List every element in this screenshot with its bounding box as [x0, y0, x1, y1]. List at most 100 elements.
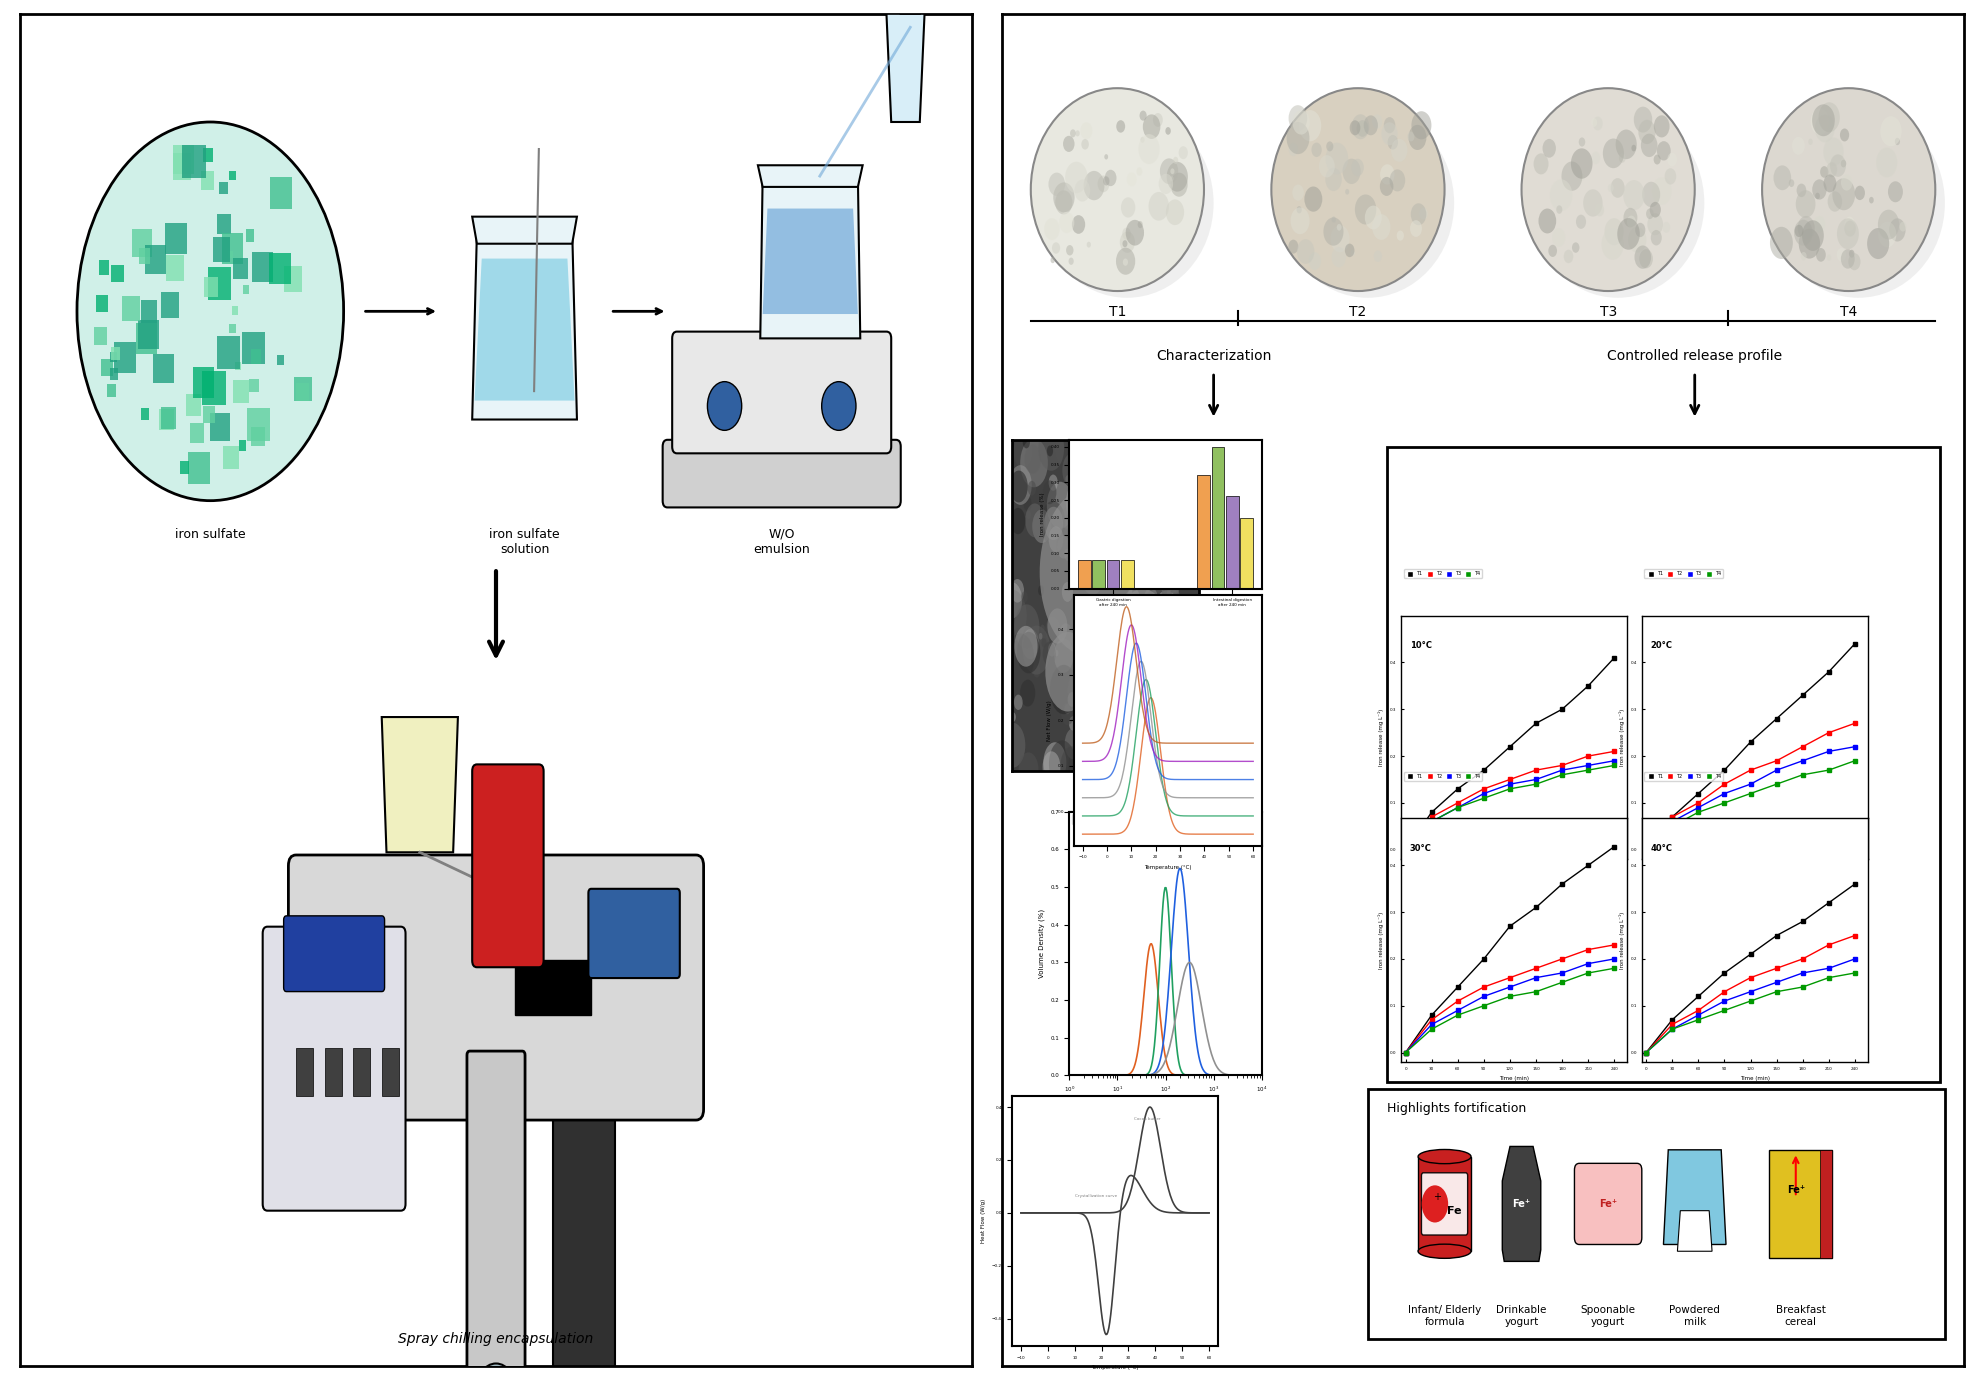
Circle shape — [1325, 168, 1341, 190]
Circle shape — [1538, 208, 1555, 233]
Circle shape — [1591, 152, 1601, 164]
FancyBboxPatch shape — [284, 916, 385, 992]
Circle shape — [1337, 224, 1341, 230]
Text: T2: T2 — [1349, 305, 1367, 319]
Bar — [202, 371, 226, 406]
Polygon shape — [472, 230, 577, 420]
Circle shape — [1054, 182, 1075, 213]
Circle shape — [1178, 146, 1188, 159]
Bar — [325, 1049, 341, 1096]
Circle shape — [1355, 195, 1377, 225]
Ellipse shape — [1762, 88, 1934, 291]
Circle shape — [1373, 115, 1383, 128]
Circle shape — [1097, 175, 1109, 192]
Bar — [212, 237, 230, 262]
Bar — [210, 413, 230, 442]
Bar — [192, 367, 214, 397]
Circle shape — [1550, 179, 1573, 211]
Bar — [252, 251, 274, 283]
Circle shape — [1571, 148, 1593, 179]
FancyBboxPatch shape — [1421, 1173, 1468, 1235]
Bar — [296, 384, 310, 402]
Circle shape — [1161, 159, 1178, 184]
FancyBboxPatch shape — [1575, 1163, 1643, 1245]
Bar — [190, 422, 204, 443]
Bar — [294, 377, 311, 402]
Circle shape — [1171, 172, 1188, 197]
Bar — [181, 461, 188, 473]
Circle shape — [1561, 161, 1583, 190]
Circle shape — [1292, 110, 1309, 135]
Ellipse shape — [1272, 88, 1444, 291]
Circle shape — [1819, 166, 1829, 178]
Circle shape — [1575, 215, 1585, 229]
Circle shape — [1643, 182, 1661, 207]
Circle shape — [1345, 189, 1349, 195]
Circle shape — [1534, 153, 1550, 174]
Bar — [250, 380, 258, 392]
Circle shape — [1647, 213, 1663, 235]
Ellipse shape — [1522, 88, 1694, 291]
Text: iron sulfate
solution: iron sulfate solution — [490, 527, 559, 556]
Circle shape — [1143, 115, 1161, 139]
Text: W/O
emulsion: W/O emulsion — [754, 527, 809, 556]
Circle shape — [1311, 142, 1321, 157]
Circle shape — [1167, 161, 1188, 192]
FancyBboxPatch shape — [262, 926, 405, 1210]
Circle shape — [1647, 208, 1655, 219]
Bar — [284, 266, 302, 291]
Text: Breakfast
cereal: Breakfast cereal — [1776, 1305, 1825, 1328]
Bar — [381, 1049, 399, 1096]
Circle shape — [1593, 116, 1603, 131]
Circle shape — [1123, 240, 1127, 247]
Circle shape — [1141, 137, 1145, 142]
Text: Fe⁺: Fe⁺ — [1599, 1199, 1617, 1209]
Circle shape — [1063, 135, 1075, 152]
Bar — [95, 294, 109, 312]
Circle shape — [1601, 229, 1623, 259]
Circle shape — [1173, 157, 1178, 164]
Ellipse shape — [1532, 109, 1704, 298]
Circle shape — [1167, 199, 1184, 225]
Circle shape — [1591, 119, 1597, 127]
Circle shape — [474, 1363, 518, 1380]
Circle shape — [1653, 177, 1673, 206]
Circle shape — [1115, 247, 1135, 275]
FancyBboxPatch shape — [472, 765, 544, 967]
Circle shape — [1855, 186, 1865, 200]
Bar — [554, 1096, 615, 1380]
Circle shape — [1044, 218, 1059, 240]
Circle shape — [821, 382, 855, 431]
Circle shape — [1121, 197, 1135, 218]
Bar — [188, 451, 210, 484]
Bar — [95, 327, 107, 345]
Circle shape — [1605, 218, 1623, 246]
Bar — [202, 406, 214, 424]
FancyBboxPatch shape — [1819, 1150, 1831, 1259]
Bar — [246, 229, 254, 242]
Circle shape — [1811, 109, 1829, 135]
Circle shape — [1663, 222, 1671, 233]
Circle shape — [1331, 225, 1349, 253]
Bar — [107, 384, 117, 397]
Circle shape — [1819, 102, 1839, 132]
Circle shape — [1841, 174, 1853, 190]
Circle shape — [1363, 116, 1379, 135]
Circle shape — [1655, 116, 1671, 138]
Bar — [242, 331, 266, 364]
Circle shape — [1123, 228, 1131, 240]
FancyBboxPatch shape — [1770, 1150, 1831, 1259]
Circle shape — [1309, 253, 1321, 270]
Circle shape — [1065, 161, 1087, 193]
Circle shape — [1373, 250, 1383, 262]
Circle shape — [1325, 141, 1333, 152]
Circle shape — [1165, 127, 1171, 135]
Text: Powdered
milk: Powdered milk — [1669, 1305, 1720, 1328]
Circle shape — [1055, 190, 1073, 214]
Circle shape — [1059, 213, 1073, 233]
Text: T1: T1 — [1109, 305, 1127, 319]
Circle shape — [1397, 230, 1405, 240]
Text: Controlled release profile: Controlled release profile — [1607, 349, 1782, 363]
Bar — [234, 381, 250, 403]
Bar — [141, 408, 149, 420]
